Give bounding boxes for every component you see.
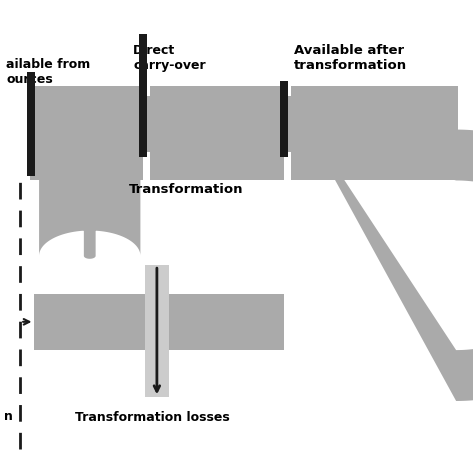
Text: Transformation losses: Transformation losses (75, 411, 229, 424)
Bar (27, 72, 35, 176)
Text: ailable from
ources: ailable from ources (6, 58, 91, 86)
Bar (30, 86, 143, 181)
Bar (35, 293, 284, 350)
Polygon shape (289, 96, 474, 401)
Text: Available after
transformation: Available after transformation (293, 44, 407, 72)
Bar (139, 35, 146, 157)
Bar (30, 96, 458, 152)
Text: Transformation: Transformation (128, 183, 243, 196)
Text: Direct
carry-over: Direct carry-over (133, 44, 206, 72)
Bar (291, 86, 458, 181)
Bar (150, 86, 284, 181)
Bar (280, 82, 288, 157)
Text: n: n (4, 410, 13, 422)
Polygon shape (39, 152, 140, 259)
Bar (145, 265, 169, 397)
